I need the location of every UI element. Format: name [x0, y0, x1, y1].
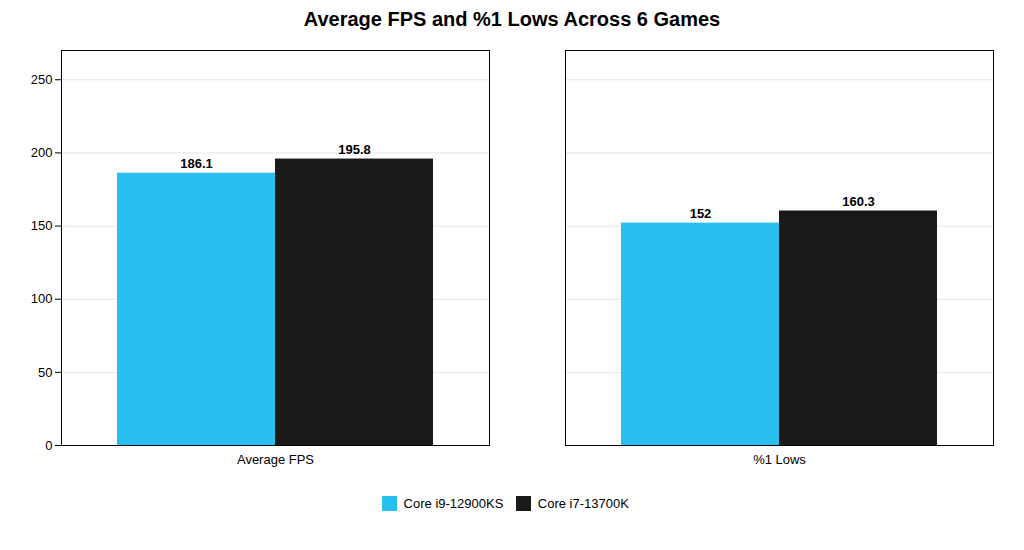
html-text:Average FPS and %1 Lows Across: Average FPS and %1 Lows Across 6 Games [303, 8, 721, 30]
svg-text:0: 0 [45, 438, 52, 453]
svg-text:50: 50 [38, 365, 52, 380]
svg-text:Average FPS: Average FPS [237, 452, 314, 467]
svg-text:100: 100 [31, 291, 53, 306]
html-text:Core i9-12900KS: Core i9-12900KS [403, 496, 504, 511]
html-text:Core i7-13700K: Core i7-13700K [537, 496, 629, 511]
svg-text:195.8: 195.8 [338, 142, 371, 157]
svg-text:250: 250 [31, 72, 53, 87]
svg-text:150: 150 [31, 218, 53, 233]
svg-text:152: 152 [690, 206, 712, 221]
svg-text:%1 Lows: %1 Lows [753, 452, 806, 467]
svg-text:200: 200 [31, 145, 53, 160]
svg-text:160.3: 160.3 [842, 194, 875, 209]
svg-text:186.1: 186.1 [180, 156, 213, 171]
